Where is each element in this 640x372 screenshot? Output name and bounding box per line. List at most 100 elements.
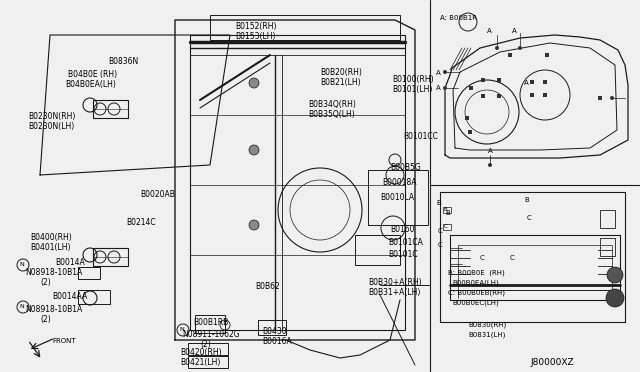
Bar xyxy=(188,343,228,355)
Text: B: B xyxy=(436,200,441,206)
Circle shape xyxy=(606,289,624,307)
Bar xyxy=(210,15,400,40)
Text: B0101(LH): B0101(LH) xyxy=(392,85,433,94)
Text: B0B21(LH): B0B21(LH) xyxy=(320,78,360,87)
Bar xyxy=(545,53,549,57)
Bar xyxy=(497,78,501,82)
Text: C: C xyxy=(438,228,443,234)
Text: B0421(LH): B0421(LH) xyxy=(180,358,220,367)
Circle shape xyxy=(495,46,499,50)
Text: B0014AA: B0014AA xyxy=(52,292,87,301)
Text: FRONT: FRONT xyxy=(52,338,76,344)
Text: B0401(LH): B0401(LH) xyxy=(30,243,70,252)
Circle shape xyxy=(488,163,492,167)
Bar xyxy=(530,80,534,84)
Bar xyxy=(481,78,485,82)
Text: B0101CC: B0101CC xyxy=(403,132,438,141)
Text: B0152(RH): B0152(RH) xyxy=(235,22,276,31)
Bar xyxy=(440,192,625,322)
Text: C: C xyxy=(527,215,532,221)
Text: B00B0EC(LH): B00B0EC(LH) xyxy=(452,300,499,307)
Circle shape xyxy=(249,145,259,155)
Circle shape xyxy=(249,78,259,88)
Bar xyxy=(443,224,451,230)
Bar xyxy=(468,130,472,134)
Text: B0160: B0160 xyxy=(390,225,415,234)
Text: B0100(RH): B0100(RH) xyxy=(392,75,434,84)
Text: B0836N: B0836N xyxy=(108,57,138,66)
Text: B0230N(LH): B0230N(LH) xyxy=(28,122,74,131)
Text: B0230N(RH): B0230N(RH) xyxy=(28,112,76,121)
Text: A: A xyxy=(436,70,441,76)
Text: B0B31+A(LH): B0B31+A(LH) xyxy=(368,288,420,297)
Text: B0153(LH): B0153(LH) xyxy=(235,32,275,41)
Text: B0101CA: B0101CA xyxy=(388,238,423,247)
Text: B0430: B0430 xyxy=(262,327,287,336)
Bar xyxy=(600,210,615,228)
Circle shape xyxy=(443,70,447,74)
Text: B0020AB: B0020AB xyxy=(140,190,175,199)
Text: B: B xyxy=(445,210,450,216)
Text: B0B35Q(LH): B0B35Q(LH) xyxy=(308,110,355,119)
Text: C: C xyxy=(438,242,443,248)
Bar xyxy=(195,315,225,333)
Text: B0B30+A(RH): B0B30+A(RH) xyxy=(368,278,422,287)
Text: A: A xyxy=(488,148,493,154)
Text: B00B0EA(LH): B00B0EA(LH) xyxy=(452,280,499,286)
Bar xyxy=(530,93,534,97)
Text: B0B34Q(RH): B0B34Q(RH) xyxy=(308,100,356,109)
Text: (2): (2) xyxy=(200,340,211,349)
Text: B00018A: B00018A xyxy=(382,178,417,187)
Text: N08918-10B1A: N08918-10B1A xyxy=(25,268,83,277)
Circle shape xyxy=(518,46,522,50)
Text: B04B0E (RH): B04B0E (RH) xyxy=(68,70,117,79)
Text: J80000XZ: J80000XZ xyxy=(530,358,573,367)
Text: B0400(RH): B0400(RH) xyxy=(30,233,72,242)
Text: B04B0EA(LH): B04B0EA(LH) xyxy=(65,80,116,89)
Circle shape xyxy=(607,267,623,283)
Text: (2): (2) xyxy=(40,315,51,324)
Text: (2): (2) xyxy=(40,278,51,287)
Text: B0014A: B0014A xyxy=(55,258,84,267)
Text: C: B00B0EB(RH): C: B00B0EB(RH) xyxy=(448,290,505,296)
Bar xyxy=(481,94,485,98)
Bar xyxy=(258,320,286,335)
Text: N08911-1062G: N08911-1062G xyxy=(182,330,239,339)
Text: B: B00B0E  (RH): B: B00B0E (RH) xyxy=(448,270,505,276)
Bar xyxy=(93,100,128,118)
Text: B0B62: B0B62 xyxy=(255,282,280,291)
Bar xyxy=(497,94,501,98)
Bar xyxy=(469,86,473,90)
Bar xyxy=(93,248,128,266)
Bar xyxy=(600,238,615,256)
Bar xyxy=(465,116,469,120)
Circle shape xyxy=(443,86,447,90)
Text: C: C xyxy=(444,224,448,229)
Text: N08918-10B1A: N08918-10B1A xyxy=(25,305,83,314)
Bar xyxy=(508,53,512,57)
Bar xyxy=(78,290,110,304)
Bar xyxy=(368,170,428,225)
Text: B0420(RH): B0420(RH) xyxy=(180,348,221,357)
Text: B: B xyxy=(524,197,529,203)
Bar xyxy=(355,235,400,265)
Text: B00B5G: B00B5G xyxy=(390,163,420,172)
Bar xyxy=(78,267,100,279)
Text: A: A xyxy=(487,28,492,34)
Bar xyxy=(543,93,547,97)
Text: A: A xyxy=(436,85,441,91)
Text: N: N xyxy=(179,327,184,332)
Text: C: C xyxy=(480,255,484,261)
Text: A: A xyxy=(512,28,516,34)
Bar xyxy=(543,80,547,84)
Text: B0831(LH): B0831(LH) xyxy=(468,332,506,339)
Circle shape xyxy=(610,96,614,100)
Circle shape xyxy=(249,220,259,230)
Bar xyxy=(190,35,405,330)
Text: A: B00B1R: A: B00B1R xyxy=(440,15,477,21)
Bar xyxy=(443,207,451,213)
Text: B0010LA: B0010LA xyxy=(380,193,414,202)
Text: C: C xyxy=(510,255,515,261)
Bar xyxy=(188,356,228,368)
Text: N: N xyxy=(19,262,24,267)
